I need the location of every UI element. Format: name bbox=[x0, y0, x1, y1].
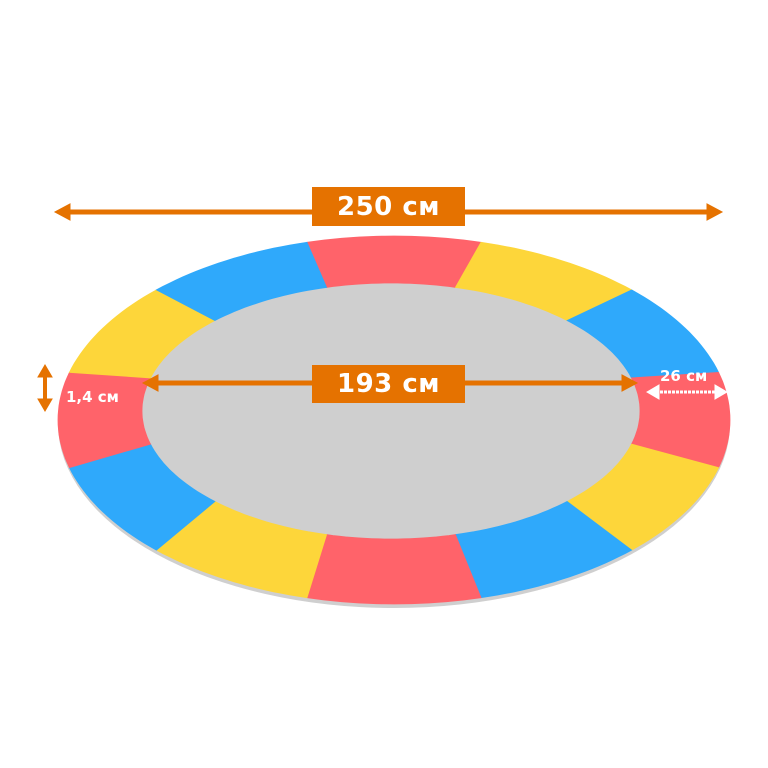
pad-segment bbox=[306, 235, 482, 288]
pad-segments bbox=[57, 235, 731, 608]
arrowhead-down bbox=[37, 398, 53, 412]
width-arrow bbox=[646, 384, 728, 400]
inner-diameter-label: 193 см bbox=[312, 365, 465, 403]
pad-segment bbox=[306, 534, 482, 605]
arrowhead-right bbox=[621, 374, 639, 392]
arrowhead-right bbox=[706, 203, 724, 221]
pad-segment bbox=[155, 241, 328, 321]
arrowhead-left bbox=[141, 374, 159, 392]
thickness-label: 1,4 см bbox=[66, 388, 119, 406]
arrowhead-left bbox=[53, 203, 71, 221]
arrowhead-up bbox=[37, 364, 53, 378]
outer-diameter-label: 250 см bbox=[312, 187, 465, 226]
width-label: 26 см bbox=[660, 367, 708, 385]
